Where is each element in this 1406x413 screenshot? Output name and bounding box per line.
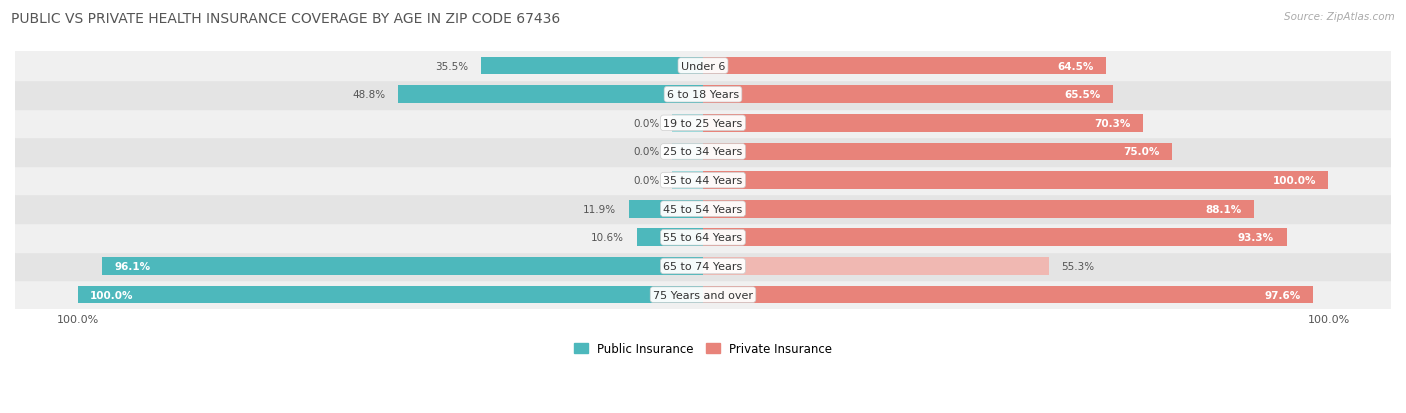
Text: 96.1%: 96.1% bbox=[114, 261, 150, 271]
Bar bbox=[15, 195, 1391, 223]
Text: 93.3%: 93.3% bbox=[1237, 233, 1274, 243]
Bar bbox=[703, 115, 1143, 133]
Bar bbox=[703, 172, 1329, 190]
Bar bbox=[15, 52, 1391, 81]
Bar bbox=[703, 286, 1313, 304]
Text: 65.5%: 65.5% bbox=[1064, 90, 1099, 100]
Text: 35.5%: 35.5% bbox=[436, 62, 468, 71]
Text: 10.6%: 10.6% bbox=[591, 233, 624, 243]
Text: 11.9%: 11.9% bbox=[583, 204, 616, 214]
Text: Source: ZipAtlas.com: Source: ZipAtlas.com bbox=[1284, 12, 1395, 22]
Text: 35 to 44 Years: 35 to 44 Years bbox=[664, 176, 742, 186]
Text: PUBLIC VS PRIVATE HEALTH INSURANCE COVERAGE BY AGE IN ZIP CODE 67436: PUBLIC VS PRIVATE HEALTH INSURANCE COVER… bbox=[11, 12, 561, 26]
Bar bbox=[15, 280, 1391, 309]
Text: 97.6%: 97.6% bbox=[1264, 290, 1301, 300]
Text: 48.8%: 48.8% bbox=[352, 90, 385, 100]
Bar bbox=[15, 223, 1391, 252]
Bar bbox=[103, 257, 703, 275]
Text: 25 to 34 Years: 25 to 34 Years bbox=[664, 147, 742, 157]
Text: 55.3%: 55.3% bbox=[1062, 261, 1094, 271]
Bar bbox=[15, 252, 1391, 280]
Text: 75.0%: 75.0% bbox=[1123, 147, 1160, 157]
Bar bbox=[15, 109, 1391, 138]
Bar bbox=[703, 257, 1049, 275]
Text: 0.0%: 0.0% bbox=[633, 119, 659, 128]
Text: 0.0%: 0.0% bbox=[633, 147, 659, 157]
Text: 100.0%: 100.0% bbox=[1272, 176, 1316, 186]
Bar bbox=[15, 166, 1391, 195]
Text: 19 to 25 Years: 19 to 25 Years bbox=[664, 119, 742, 128]
Text: 100.0%: 100.0% bbox=[90, 290, 134, 300]
Bar bbox=[672, 143, 703, 161]
Text: 65 to 74 Years: 65 to 74 Years bbox=[664, 261, 742, 271]
Bar bbox=[481, 57, 703, 75]
Bar bbox=[703, 86, 1112, 104]
Text: 55 to 64 Years: 55 to 64 Years bbox=[664, 233, 742, 243]
Bar bbox=[703, 143, 1173, 161]
Bar bbox=[672, 115, 703, 133]
Bar bbox=[77, 286, 703, 304]
Bar bbox=[703, 200, 1254, 218]
Bar bbox=[15, 81, 1391, 109]
Text: 6 to 18 Years: 6 to 18 Years bbox=[666, 90, 740, 100]
Text: 64.5%: 64.5% bbox=[1057, 62, 1094, 71]
Bar bbox=[672, 172, 703, 190]
Bar bbox=[703, 57, 1107, 75]
Text: 45 to 54 Years: 45 to 54 Years bbox=[664, 204, 742, 214]
Bar bbox=[703, 229, 1286, 247]
Bar bbox=[637, 229, 703, 247]
Text: 70.3%: 70.3% bbox=[1094, 119, 1130, 128]
Legend: Public Insurance, Private Insurance: Public Insurance, Private Insurance bbox=[569, 337, 837, 360]
Text: 0.0%: 0.0% bbox=[633, 176, 659, 186]
Bar bbox=[628, 200, 703, 218]
Bar bbox=[398, 86, 703, 104]
Text: Under 6: Under 6 bbox=[681, 62, 725, 71]
Text: 75 Years and over: 75 Years and over bbox=[652, 290, 754, 300]
Text: 88.1%: 88.1% bbox=[1205, 204, 1241, 214]
Bar bbox=[15, 138, 1391, 166]
